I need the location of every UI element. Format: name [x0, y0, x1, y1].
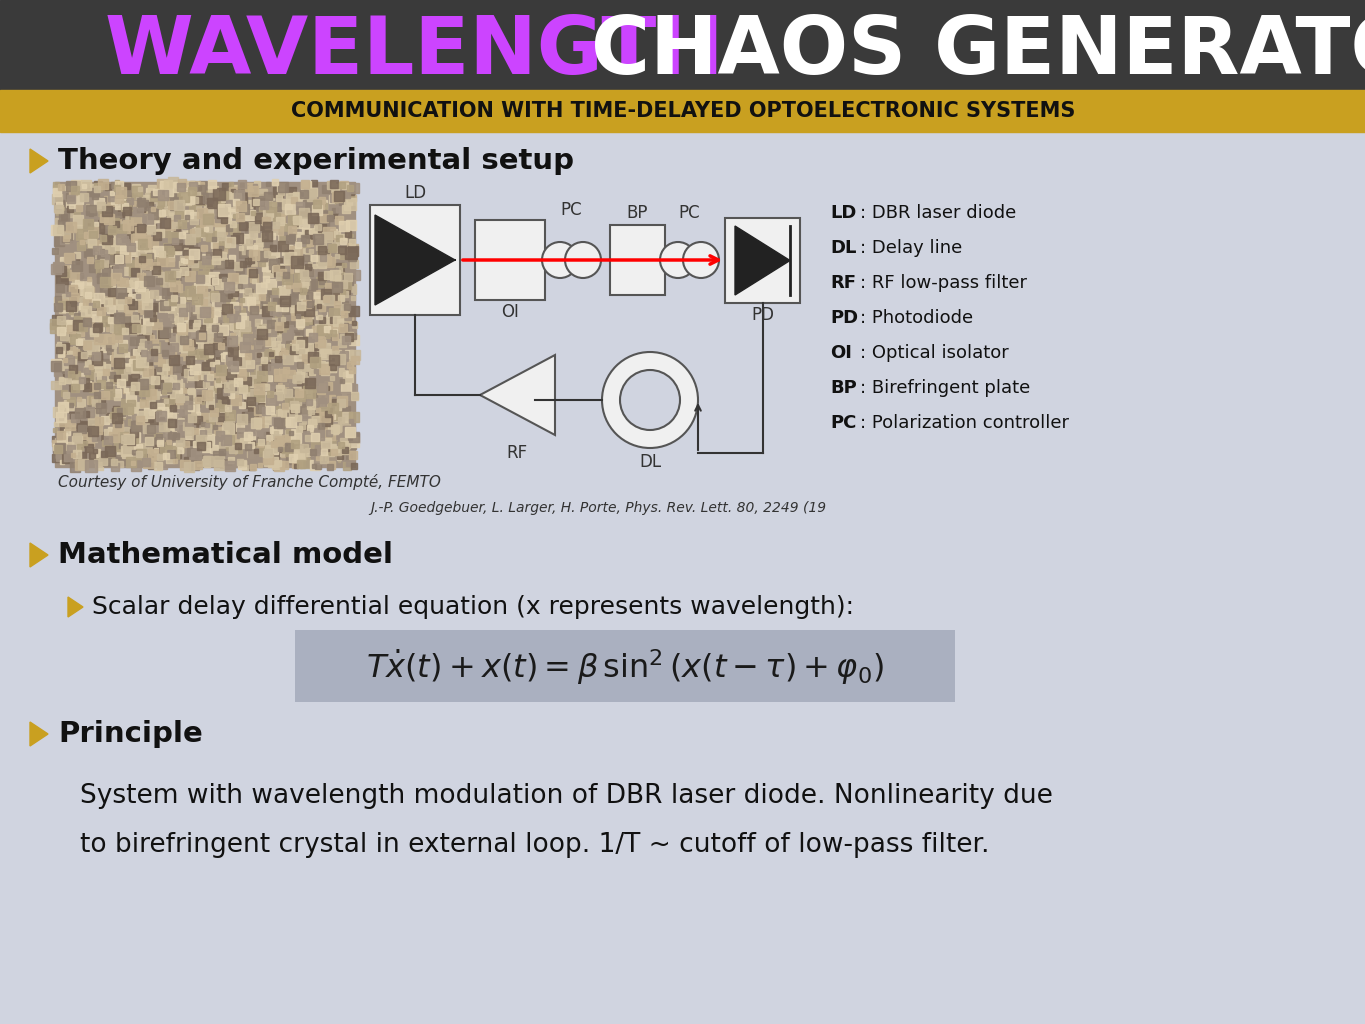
Circle shape: [542, 242, 577, 278]
Bar: [0, 0, 1365, 90]
Text: PC: PC: [830, 414, 856, 432]
Bar: [725, 218, 800, 303]
Text: : Photodiode: : Photodiode: [860, 309, 973, 327]
Text: RF: RF: [830, 274, 856, 292]
Text: PD: PD: [830, 309, 859, 327]
Bar: [0, 132, 1365, 1024]
Bar: [370, 205, 460, 315]
Circle shape: [620, 370, 680, 430]
Polygon shape: [734, 226, 790, 295]
Bar: [0, 90, 1365, 132]
Text: Theory and experimental setup: Theory and experimental setup: [57, 147, 575, 175]
Bar: [610, 225, 665, 295]
Text: CHAOS GENERATOR: CHAOS GENERATOR: [562, 13, 1365, 91]
Text: WAVELENGTH: WAVELENGTH: [105, 13, 725, 91]
Text: System with wavelength modulation of DBR laser diode. Nonlinearity due: System with wavelength modulation of DBR…: [81, 783, 1052, 809]
Polygon shape: [480, 355, 556, 435]
Text: J.-P. Goedgebuer, L. Larger, H. Porte, Phys. Rev. Lett. 80, 2249 (19: J.-P. Goedgebuer, L. Larger, H. Porte, P…: [370, 501, 826, 515]
Text: Principle: Principle: [57, 720, 203, 748]
Text: LD: LD: [830, 204, 856, 222]
Text: PC: PC: [678, 204, 700, 222]
Text: : DBR laser diode: : DBR laser diode: [860, 204, 1017, 222]
Text: Courtesy of University of Franche Compté, FEMTO: Courtesy of University of Franche Compté…: [57, 474, 441, 490]
Text: to birefringent crystal in external loop. 1/T ~ cutoff of low-pass filter.: to birefringent crystal in external loop…: [81, 831, 990, 858]
Polygon shape: [30, 150, 48, 173]
Text: : Polarization controller: : Polarization controller: [860, 414, 1069, 432]
Circle shape: [602, 352, 698, 449]
Text: PD: PD: [751, 306, 774, 324]
Bar: [55, 182, 355, 467]
Text: Mathematical model: Mathematical model: [57, 541, 393, 569]
Text: DL: DL: [639, 453, 661, 471]
Polygon shape: [30, 722, 48, 746]
Text: BP: BP: [627, 204, 648, 222]
Text: : Optical isolator: : Optical isolator: [860, 344, 1009, 362]
Polygon shape: [68, 597, 83, 617]
Text: RF: RF: [506, 444, 527, 462]
Text: : RF low-pass filter: : RF low-pass filter: [860, 274, 1026, 292]
Text: PC: PC: [561, 201, 583, 219]
Bar: [475, 220, 545, 300]
Text: OI: OI: [830, 344, 852, 362]
Text: LD: LD: [404, 184, 426, 202]
Circle shape: [682, 242, 719, 278]
Text: : Birefringent plate: : Birefringent plate: [860, 379, 1031, 397]
Polygon shape: [30, 543, 48, 567]
Text: : Delay line: : Delay line: [860, 239, 962, 257]
Text: Scalar delay differential equation (x represents wavelength):: Scalar delay differential equation (x re…: [91, 595, 854, 618]
Text: DL: DL: [830, 239, 856, 257]
Circle shape: [565, 242, 601, 278]
Text: BP: BP: [830, 379, 857, 397]
FancyBboxPatch shape: [295, 630, 956, 702]
Circle shape: [661, 242, 696, 278]
Text: COMMUNICATION WITH TIME-DELAYED OPTOELECTRONIC SYSTEMS: COMMUNICATION WITH TIME-DELAYED OPTOELEC…: [291, 101, 1076, 121]
Polygon shape: [375, 215, 455, 305]
Text: OI: OI: [501, 303, 519, 321]
Text: $T\dot{x}(t) + x(t) = \beta\,\sin^2(x(t-\tau) + \varphi_0)$: $T\dot{x}(t) + x(t) = \beta\,\sin^2(x(t-…: [366, 647, 885, 687]
